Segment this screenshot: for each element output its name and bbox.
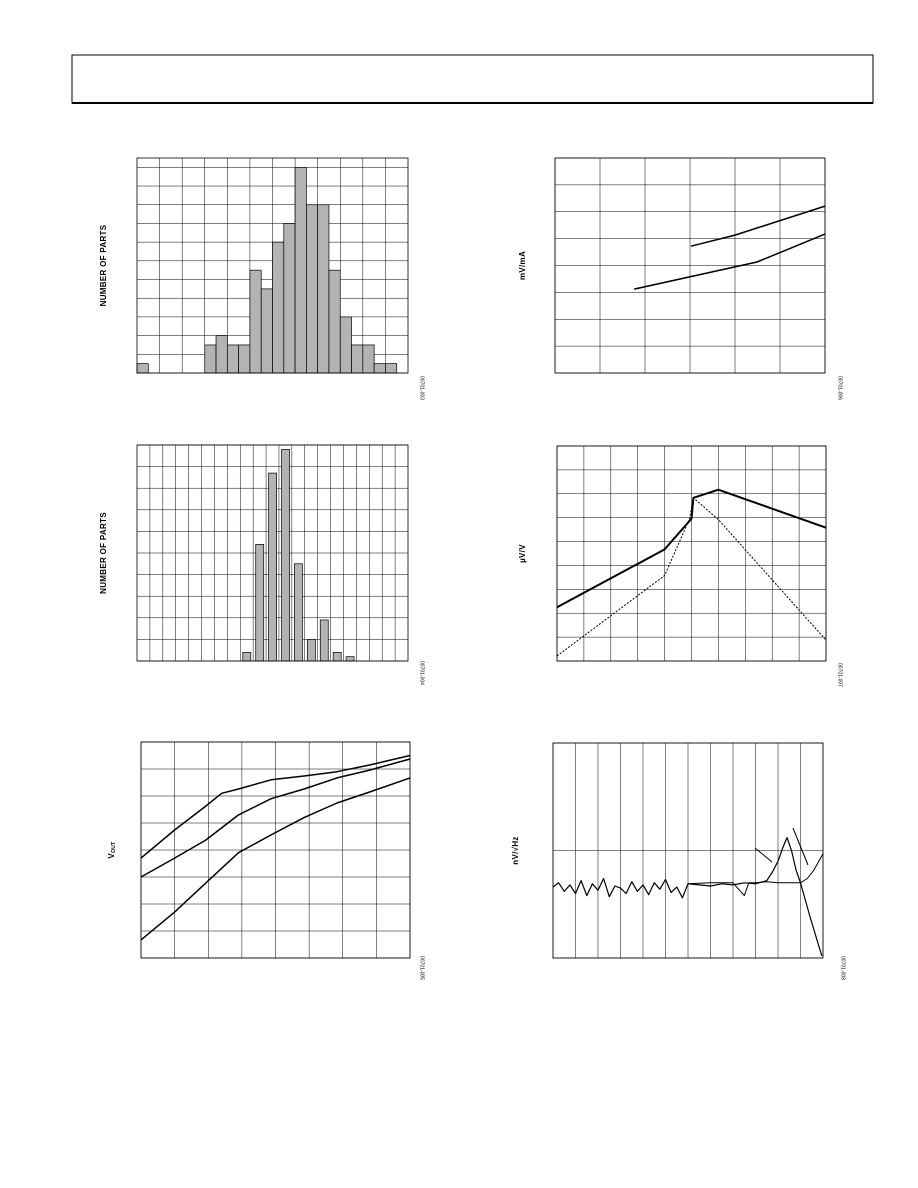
bar: [242, 652, 252, 662]
figure-code: 00701-005: [419, 956, 425, 980]
bar: [226, 344, 239, 374]
plot-frame: [554, 157, 826, 374]
figure-code: 00701-006: [837, 376, 843, 400]
bar: [345, 656, 355, 662]
y-axis-label-main: nV/√Hz: [511, 836, 520, 864]
bar: [136, 363, 149, 374]
series-line: [634, 233, 826, 290]
figure-code: 00701-004: [419, 661, 425, 685]
bar: [306, 639, 316, 662]
plot-frame: [556, 445, 827, 662]
header-box: [71, 54, 874, 104]
annotation-arrow: [754, 847, 773, 863]
series-line: [687, 853, 824, 897]
bar: [328, 269, 341, 374]
y-axis-label-main: V: [107, 853, 116, 859]
y-axis-label-main: µV/V: [518, 544, 527, 563]
bar: [306, 204, 319, 374]
bar: [319, 619, 329, 662]
bar: [362, 344, 375, 374]
y-axis-label: NUMBER OF PARTS: [99, 224, 108, 306]
series-line: [140, 754, 411, 859]
bar: [294, 166, 307, 374]
y-axis-label: mV/mA: [518, 251, 527, 280]
y-axis-label: VOUT: [107, 841, 117, 858]
series-line: [140, 777, 411, 941]
bar: [268, 472, 277, 662]
plot-frame: [140, 741, 411, 959]
y-axis-label-main: mV/mA: [518, 251, 527, 280]
plot-frame: [136, 444, 409, 662]
bar: [294, 563, 303, 662]
bar: [255, 544, 265, 662]
bar: [332, 652, 342, 662]
bar: [215, 335, 228, 374]
bar: [373, 363, 386, 374]
plot-frame: [136, 157, 409, 374]
figure-code: 00701-008: [840, 956, 846, 980]
y-axis-label-sub: OUT: [111, 841, 117, 852]
bar: [281, 448, 290, 662]
series-line: [690, 205, 826, 247]
bar: [272, 241, 285, 374]
bar: [204, 344, 217, 374]
series-line: [140, 758, 411, 878]
bar: [339, 316, 352, 374]
bar: [238, 344, 251, 374]
bar: [385, 363, 398, 374]
bar: [260, 288, 273, 374]
series-line: [556, 497, 827, 657]
y-axis-label: nV/√Hz: [511, 836, 520, 864]
series-line: [556, 488, 827, 609]
figure-code: 00701-003: [419, 376, 425, 400]
y-axis-label-main: NUMBER OF PARTS: [99, 512, 108, 594]
bar: [249, 269, 262, 374]
bar: [317, 204, 330, 374]
y-axis-label: NUMBER OF PARTS: [99, 512, 108, 594]
plot-frame: [552, 742, 824, 959]
bar: [351, 344, 364, 374]
y-axis-label-main: NUMBER OF PARTS: [99, 224, 108, 306]
y-axis-label: µV/V: [518, 544, 527, 563]
series-line: [552, 837, 823, 957]
figure-code: 00701-007: [837, 663, 843, 687]
bar: [283, 223, 296, 374]
